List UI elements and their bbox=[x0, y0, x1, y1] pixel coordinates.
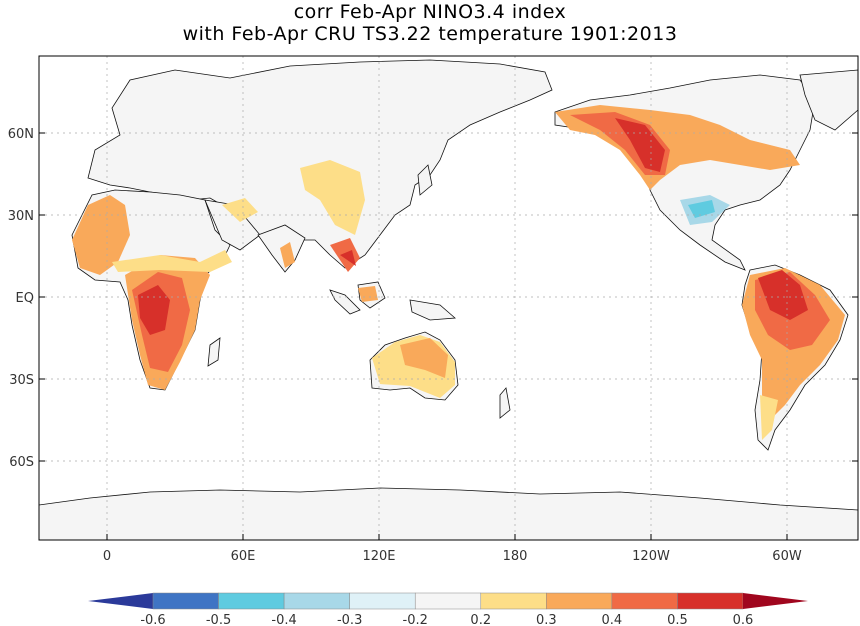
colorbar-tick-label: -0.3 bbox=[337, 613, 362, 626]
colorbar-tick-label: 0.5 bbox=[667, 613, 688, 626]
land-antarctica bbox=[39, 487, 858, 540]
colorbar-tick-label: 0.4 bbox=[602, 613, 623, 626]
colorbar-swatch bbox=[677, 592, 744, 610]
lon-label-60e: 60E bbox=[231, 549, 256, 564]
lat-label-eq: EQ bbox=[16, 291, 34, 306]
colorbar-swatch bbox=[611, 592, 678, 610]
colorbar-swatch bbox=[152, 592, 219, 610]
colorbar-tick-label: -0.5 bbox=[206, 613, 231, 626]
colorbar-swatch bbox=[546, 592, 613, 610]
axis-ticks bbox=[39, 132, 858, 540]
shade-south-america-max bbox=[758, 270, 808, 320]
colorbar-swatch bbox=[480, 592, 547, 610]
colorbar-tick-label: 0.6 bbox=[733, 613, 754, 626]
colorbar-tick-label: -0.4 bbox=[271, 613, 296, 626]
shade-central-asia bbox=[300, 160, 365, 235]
colorbar-arrow-high bbox=[743, 593, 808, 609]
shade-india bbox=[280, 242, 295, 268]
shade-patagonia bbox=[760, 395, 778, 440]
land-madagascar bbox=[207, 337, 221, 367]
lat-label-30s: 30S bbox=[9, 373, 34, 388]
map-frame bbox=[38, 55, 859, 541]
colorbar-tick-label: 0.2 bbox=[470, 613, 491, 626]
colorbar-tick-label: -0.2 bbox=[403, 613, 428, 626]
lat-label-30n: 30N bbox=[8, 209, 34, 224]
colorbar-swatch bbox=[414, 592, 482, 610]
land-new-guinea bbox=[409, 299, 456, 321]
land-sumatra bbox=[329, 289, 361, 315]
land-japan bbox=[417, 164, 433, 196]
lon-label-60w: 60W bbox=[772, 549, 802, 564]
lon-label-180: 180 bbox=[503, 549, 528, 564]
lat-label-60n: 60N bbox=[8, 127, 34, 142]
shade-indochina-core bbox=[340, 250, 356, 266]
lat-label-60s: 60S bbox=[9, 455, 34, 470]
shade-middle-east bbox=[222, 198, 258, 222]
shade-alaska bbox=[615, 118, 665, 172]
shade-africa-west bbox=[72, 195, 130, 275]
shade-us-south-core bbox=[688, 200, 715, 218]
colorbar-tick-label: -0.6 bbox=[140, 613, 165, 626]
colorbar-arrow-low bbox=[88, 593, 153, 609]
chart-title-line-2: with Feb-Apr CRU TS3.22 temperature 1901… bbox=[182, 23, 678, 45]
colorbar-swatch bbox=[349, 592, 416, 610]
graticule bbox=[39, 56, 858, 540]
land-greenland bbox=[799, 69, 858, 131]
lon-label-120w: 120W bbox=[632, 549, 670, 564]
chart-title-line-1: corr Feb-Apr NINO3.4 index bbox=[293, 1, 567, 23]
lon-label-0: 0 bbox=[103, 549, 111, 564]
colorbar-swatch bbox=[283, 592, 350, 610]
shade-africa-center bbox=[138, 285, 170, 335]
lon-label-120e: 120E bbox=[362, 549, 395, 564]
colorbar-tick-label: 0.3 bbox=[536, 613, 557, 626]
shade-indonesia bbox=[358, 286, 378, 302]
colorbar-swatch bbox=[218, 592, 285, 610]
shade-sahel bbox=[112, 250, 232, 272]
correlation-shading bbox=[72, 105, 845, 440]
land-new-zealand bbox=[499, 387, 511, 419]
colorbar: -0.6 -0.5 -0.4 -0.3 -0.2 0.2 0.3 0.4 0.5 0.6 bbox=[88, 592, 808, 626]
shade-australia-core bbox=[400, 338, 448, 378]
land-and-shading bbox=[39, 59, 858, 540]
